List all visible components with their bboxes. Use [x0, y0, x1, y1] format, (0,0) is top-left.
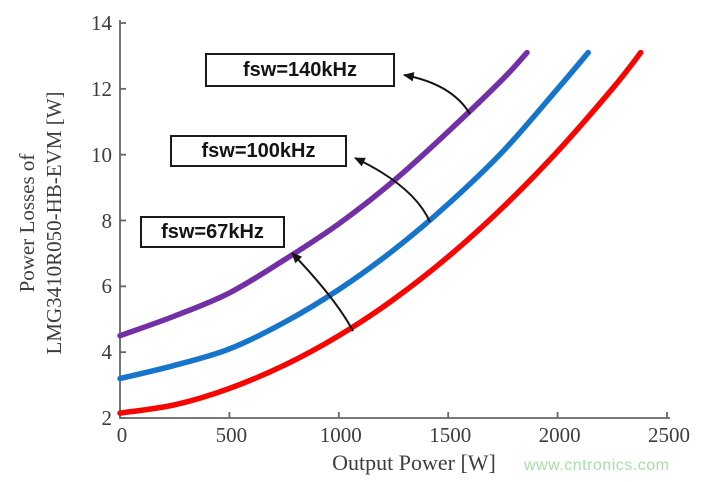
- series-curves: [117, 49, 644, 416]
- y-axis-title-line1: Power Losses of: [15, 153, 39, 293]
- y-tick-label-10: 10: [91, 142, 112, 167]
- axes: [119, 20, 670, 419]
- x-tick-label-2000: 2000: [538, 423, 581, 447]
- x-tick-label-1000: 1000: [319, 423, 362, 447]
- arrow-fsw100: [354, 157, 431, 223]
- annotation-box-fsw100: fsw=100kHz: [170, 135, 347, 167]
- x-tick-label-0: 0: [116, 423, 128, 447]
- y-tick-label-4: 4: [101, 340, 113, 365]
- arrow-fsw67: [291, 252, 354, 332]
- annotation-label: fsw=140kHz: [243, 58, 357, 81]
- annotation-label: fsw=100kHz: [201, 139, 316, 162]
- y-tick-label-6: 6: [101, 274, 113, 299]
- x-tick-label-2500: 2500: [648, 423, 690, 447]
- y-tick-label-12: 12: [91, 76, 112, 101]
- y-axis-title: Power Losses of LMG3410R050-HB-EVM [W]: [14, 33, 68, 413]
- y-tick-label-2: 2: [101, 406, 113, 430]
- y-axis-title-line2: LMG3410R050-HB-EVM [W]: [42, 91, 66, 355]
- watermark: www.cntronics.com: [524, 457, 670, 474]
- series-curve-fsw140khz: [117, 49, 530, 339]
- annotation-box-fsw140: fsw=140kHz: [205, 53, 395, 87]
- x-axis-title: Output Power [W]: [332, 450, 496, 475]
- annotation-arrows: [291, 72, 471, 332]
- annotation-label: fsw=67kHz: [161, 220, 264, 243]
- series-curve-fsw100khz: [117, 49, 591, 382]
- y-tick-label-8: 8: [101, 208, 113, 233]
- x-tick-label-1500: 1500: [429, 423, 472, 447]
- x-tick-label-500: 500: [215, 423, 248, 447]
- annotation-box-fsw67: fsw=67kHz: [140, 216, 285, 248]
- y-tick-label-14: 14: [91, 11, 112, 35]
- arrow-fsw140: [403, 72, 471, 115]
- series-curve-fsw67khz: [117, 49, 644, 416]
